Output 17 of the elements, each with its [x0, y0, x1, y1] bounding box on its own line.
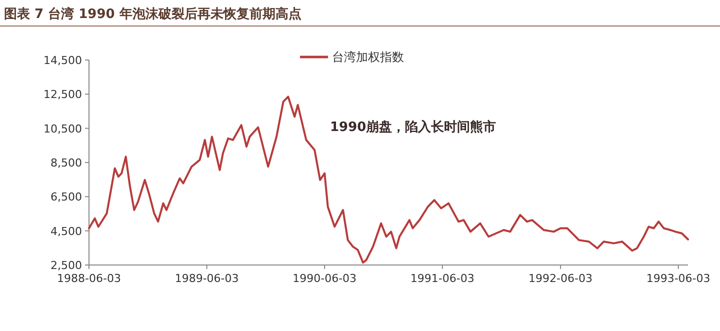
y-tick-label: 10,500 — [44, 122, 82, 136]
x-tick-label: 1989-06-03 — [174, 272, 239, 285]
y-tick-label: 4,500 — [50, 224, 82, 238]
legend: 台湾加权指数 — [300, 50, 404, 64]
x-tick-label: 1992-06-03 — [528, 272, 592, 285]
legend-label: 台湾加权指数 — [332, 50, 404, 64]
x-tick-label: 1990-06-03 — [292, 272, 357, 285]
y-tick-label: 14,500 — [44, 54, 82, 67]
y-tick-label: 8,500 — [50, 156, 82, 170]
x-tick-label: 1991-06-03 — [410, 272, 474, 285]
annotation: 1990崩盘，陷入长时间熊市 — [330, 120, 496, 135]
y-tick-label: 6,500 — [50, 190, 82, 204]
x-tick-label: 1993-06-03 — [646, 272, 710, 285]
y-tick-label: 12,500 — [44, 88, 82, 102]
title: 图表 7 台湾 1990 年泡沫破裂后再未恢复前期高点 — [4, 7, 302, 22]
x-tick-label: 1988-06-03 — [57, 272, 121, 285]
y-tick-label: 2,500 — [50, 259, 82, 272]
